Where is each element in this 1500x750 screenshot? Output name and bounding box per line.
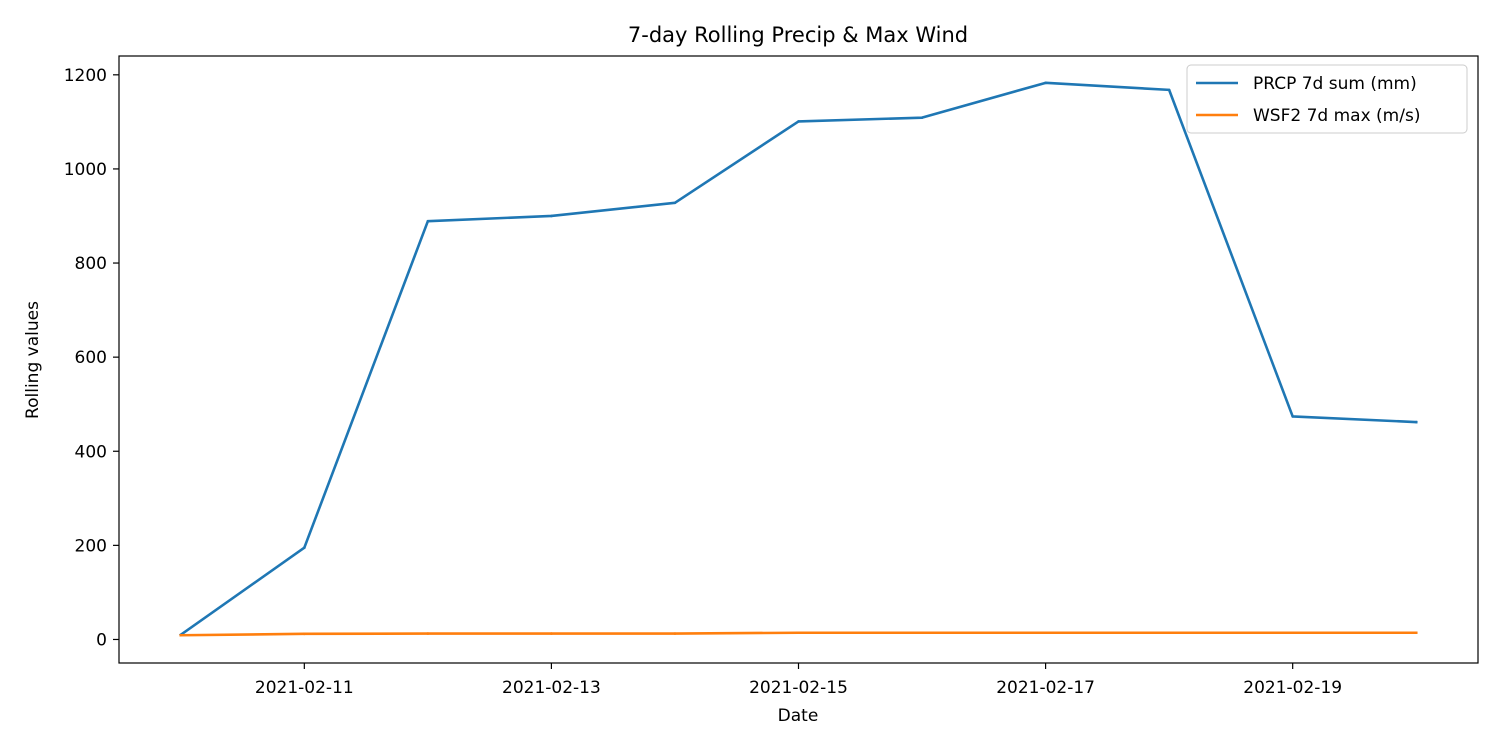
- data-point: [426, 219, 430, 223]
- x-tick-label: 2021-02-17: [996, 678, 1095, 698]
- data-point: [179, 633, 183, 637]
- data-point: [426, 632, 430, 635]
- y-axis: 0 200 400 600 800 1000 1200: [64, 66, 119, 650]
- data-point: [673, 632, 677, 635]
- data-point: [303, 546, 306, 550]
- series-lines: [178, 81, 1418, 637]
- data-point: [550, 214, 553, 218]
- data-point: [1291, 415, 1294, 418]
- data-point: [1414, 420, 1418, 424]
- data-point: [920, 116, 924, 119]
- data-point: [920, 631, 924, 635]
- y-tick-label: 200: [75, 536, 107, 556]
- x-tick-label: 2021-02-19: [1243, 678, 1342, 698]
- legend-label-2: WSF2 7d max (m/s): [1253, 106, 1420, 126]
- data-point: [1167, 88, 1171, 92]
- y-tick-label: 400: [75, 442, 107, 462]
- data-point: [797, 631, 800, 635]
- y-tick-label: 600: [75, 348, 107, 368]
- x-axis-title: Date: [778, 706, 819, 726]
- x-tick-label: 2021-02-11: [255, 678, 354, 698]
- legend-label-1: PRCP 7d sum (mm): [1253, 74, 1417, 94]
- chart-title: 7-day Rolling Precip & Max Wind: [628, 23, 968, 47]
- y-tick-label: 800: [75, 254, 107, 274]
- data-point: [673, 201, 677, 205]
- data-point: [303, 632, 306, 636]
- data-point: [1414, 631, 1418, 635]
- data-point: [797, 120, 800, 123]
- data-point: [1044, 631, 1047, 635]
- x-axis: 2021-02-11 2021-02-13 2021-02-15 2021-02-17…: [255, 663, 1342, 698]
- y-tick-label: 1000: [64, 160, 107, 180]
- legend-box: [1186, 64, 1468, 134]
- x-tick-label: 2021-02-15: [749, 678, 848, 698]
- data-point: [1167, 631, 1171, 635]
- legend: PRCP 7d sum (mm) WSF2 7d max (m/s): [1186, 64, 1468, 134]
- x-tick-label: 2021-02-13: [502, 678, 601, 698]
- plot-area: [118, 55, 1479, 664]
- data-point: [550, 632, 553, 635]
- y-axis-title: Rolling values: [23, 301, 43, 419]
- data-point: [1044, 81, 1047, 85]
- y-tick-label: 0: [96, 630, 107, 650]
- y-tick-label: 1200: [64, 66, 107, 86]
- data-point: [1291, 631, 1294, 635]
